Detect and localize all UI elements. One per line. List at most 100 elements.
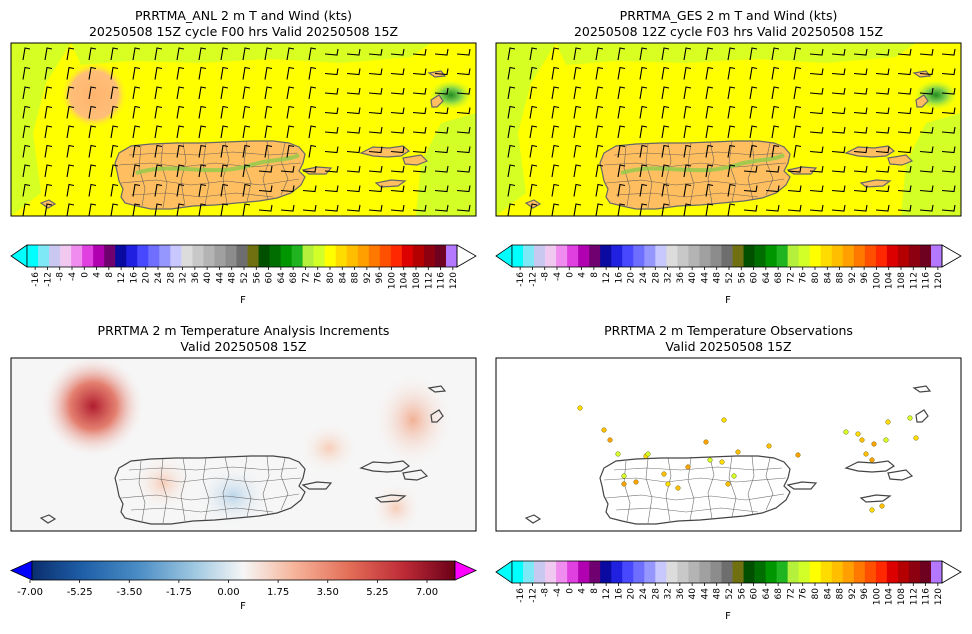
wind-barb xyxy=(831,185,846,193)
colorbar-swatch xyxy=(611,245,623,267)
wind-barb xyxy=(551,183,560,197)
wind-barb xyxy=(264,66,273,80)
wind-barb xyxy=(324,107,339,115)
wind-barb xyxy=(617,164,626,178)
wind-barb xyxy=(507,86,516,100)
colorbar-tick-label: 112 xyxy=(909,588,919,605)
colorbar-swatch xyxy=(225,245,237,267)
colorbar-tick-label: 44 xyxy=(700,588,710,600)
wind-barb xyxy=(176,144,185,158)
colorbar-swatch xyxy=(523,245,535,267)
colorbar-swatch xyxy=(258,245,270,267)
wind-barb xyxy=(324,204,339,212)
cooler-field-region-west xyxy=(496,43,556,216)
colorbar-swatch xyxy=(512,245,524,267)
wind-barb xyxy=(132,86,141,100)
colorbar-tick-label: 104 xyxy=(885,272,895,289)
wind-barb xyxy=(22,47,31,61)
wind-barb xyxy=(264,86,273,100)
wind-barb xyxy=(595,144,604,158)
wind-barb xyxy=(727,86,736,100)
wind-barb xyxy=(683,66,692,80)
wind-barb xyxy=(264,47,273,61)
colorbar-tick-label: 100 xyxy=(872,588,882,605)
colorbar-tick-label: 0 xyxy=(80,272,90,278)
wind-barb xyxy=(346,204,361,212)
wind-barb xyxy=(456,48,471,56)
wind-barb xyxy=(44,164,53,178)
wind-barb xyxy=(456,68,471,76)
wind-barb xyxy=(551,47,560,61)
wind-barb xyxy=(390,87,405,95)
wind-barb xyxy=(44,144,53,158)
wind-barb xyxy=(154,203,163,216)
station-marker xyxy=(615,451,621,457)
colorbar-tick-label: 88 xyxy=(836,272,846,284)
wind-barb xyxy=(88,125,97,139)
wind-barb xyxy=(434,185,449,193)
colorbar-tick-label: -8 xyxy=(541,272,551,281)
wind-barb xyxy=(617,86,626,100)
wind-barb xyxy=(875,48,890,56)
wind-barb xyxy=(220,47,229,61)
wind-barb xyxy=(44,203,53,216)
temperature-observations-map xyxy=(496,358,961,531)
wind-barb xyxy=(793,66,802,80)
colorbar-swatch xyxy=(600,245,612,267)
mountain-cooler-band xyxy=(620,153,785,175)
wind-barb xyxy=(264,105,273,119)
wind-barb xyxy=(198,86,207,100)
wind-barb xyxy=(220,183,229,197)
station-marker xyxy=(863,451,869,457)
wind-barb xyxy=(507,47,516,61)
wind-barb xyxy=(44,47,53,61)
wind-barb xyxy=(573,125,582,139)
wind-barb xyxy=(154,105,163,119)
colorbar-swatch xyxy=(688,561,700,583)
panel-0-frame xyxy=(10,42,477,217)
colorbar-swatch xyxy=(545,561,557,583)
colorbar-tick-label: 52 xyxy=(240,272,250,283)
colorbar-swatch xyxy=(886,245,899,267)
wind-barb xyxy=(683,86,692,100)
wind-barb xyxy=(595,86,604,100)
wind-barb xyxy=(551,164,560,178)
wind-barb xyxy=(154,144,163,158)
wind-barb xyxy=(661,66,670,80)
colorbar-swatch xyxy=(831,561,844,583)
wind-barb xyxy=(242,203,251,216)
wind-barb xyxy=(456,87,471,95)
wind-barb xyxy=(529,66,538,80)
colorbar-tick-label: 88 xyxy=(836,588,846,600)
wind-barb xyxy=(617,144,626,158)
colorbar-tick-label: 76 xyxy=(799,588,809,600)
wind-barb xyxy=(919,146,934,154)
colorbar-tick-label: 108 xyxy=(412,272,422,289)
wind-barb xyxy=(853,126,868,134)
wind-barb xyxy=(529,203,538,216)
wind-barb xyxy=(390,126,405,134)
wind-barb xyxy=(88,203,97,216)
colorbar-swatch xyxy=(721,245,733,267)
wind-barb xyxy=(617,203,626,216)
wind-barb xyxy=(242,183,251,197)
colorbar-tick-label: 60 xyxy=(265,272,275,284)
colorbar-swatch xyxy=(181,245,193,267)
wind-barb xyxy=(242,125,251,139)
panel-2-colorbar: -7.00 -5.25 -3.50 -1.75 0.00 1.75 3.50 5.25 7.00… xyxy=(10,560,477,612)
colorbar-tick-label: 84 xyxy=(338,272,348,284)
wind-barb xyxy=(897,48,912,56)
colorbar-swatch xyxy=(754,245,766,267)
wind-barb xyxy=(110,105,119,119)
colorbar-tick-label: 12 xyxy=(117,272,127,283)
station-marker xyxy=(703,439,709,445)
wind-barb xyxy=(88,47,97,61)
station-marker xyxy=(685,464,691,470)
colorbar-tick-label: 32 xyxy=(664,272,674,283)
colorbar-under-arrow xyxy=(10,244,28,268)
wind-barb xyxy=(346,126,361,134)
wind-barb xyxy=(368,107,383,115)
station-marker xyxy=(621,473,627,479)
wind-barb xyxy=(831,87,846,95)
wind-barbs xyxy=(507,47,956,216)
